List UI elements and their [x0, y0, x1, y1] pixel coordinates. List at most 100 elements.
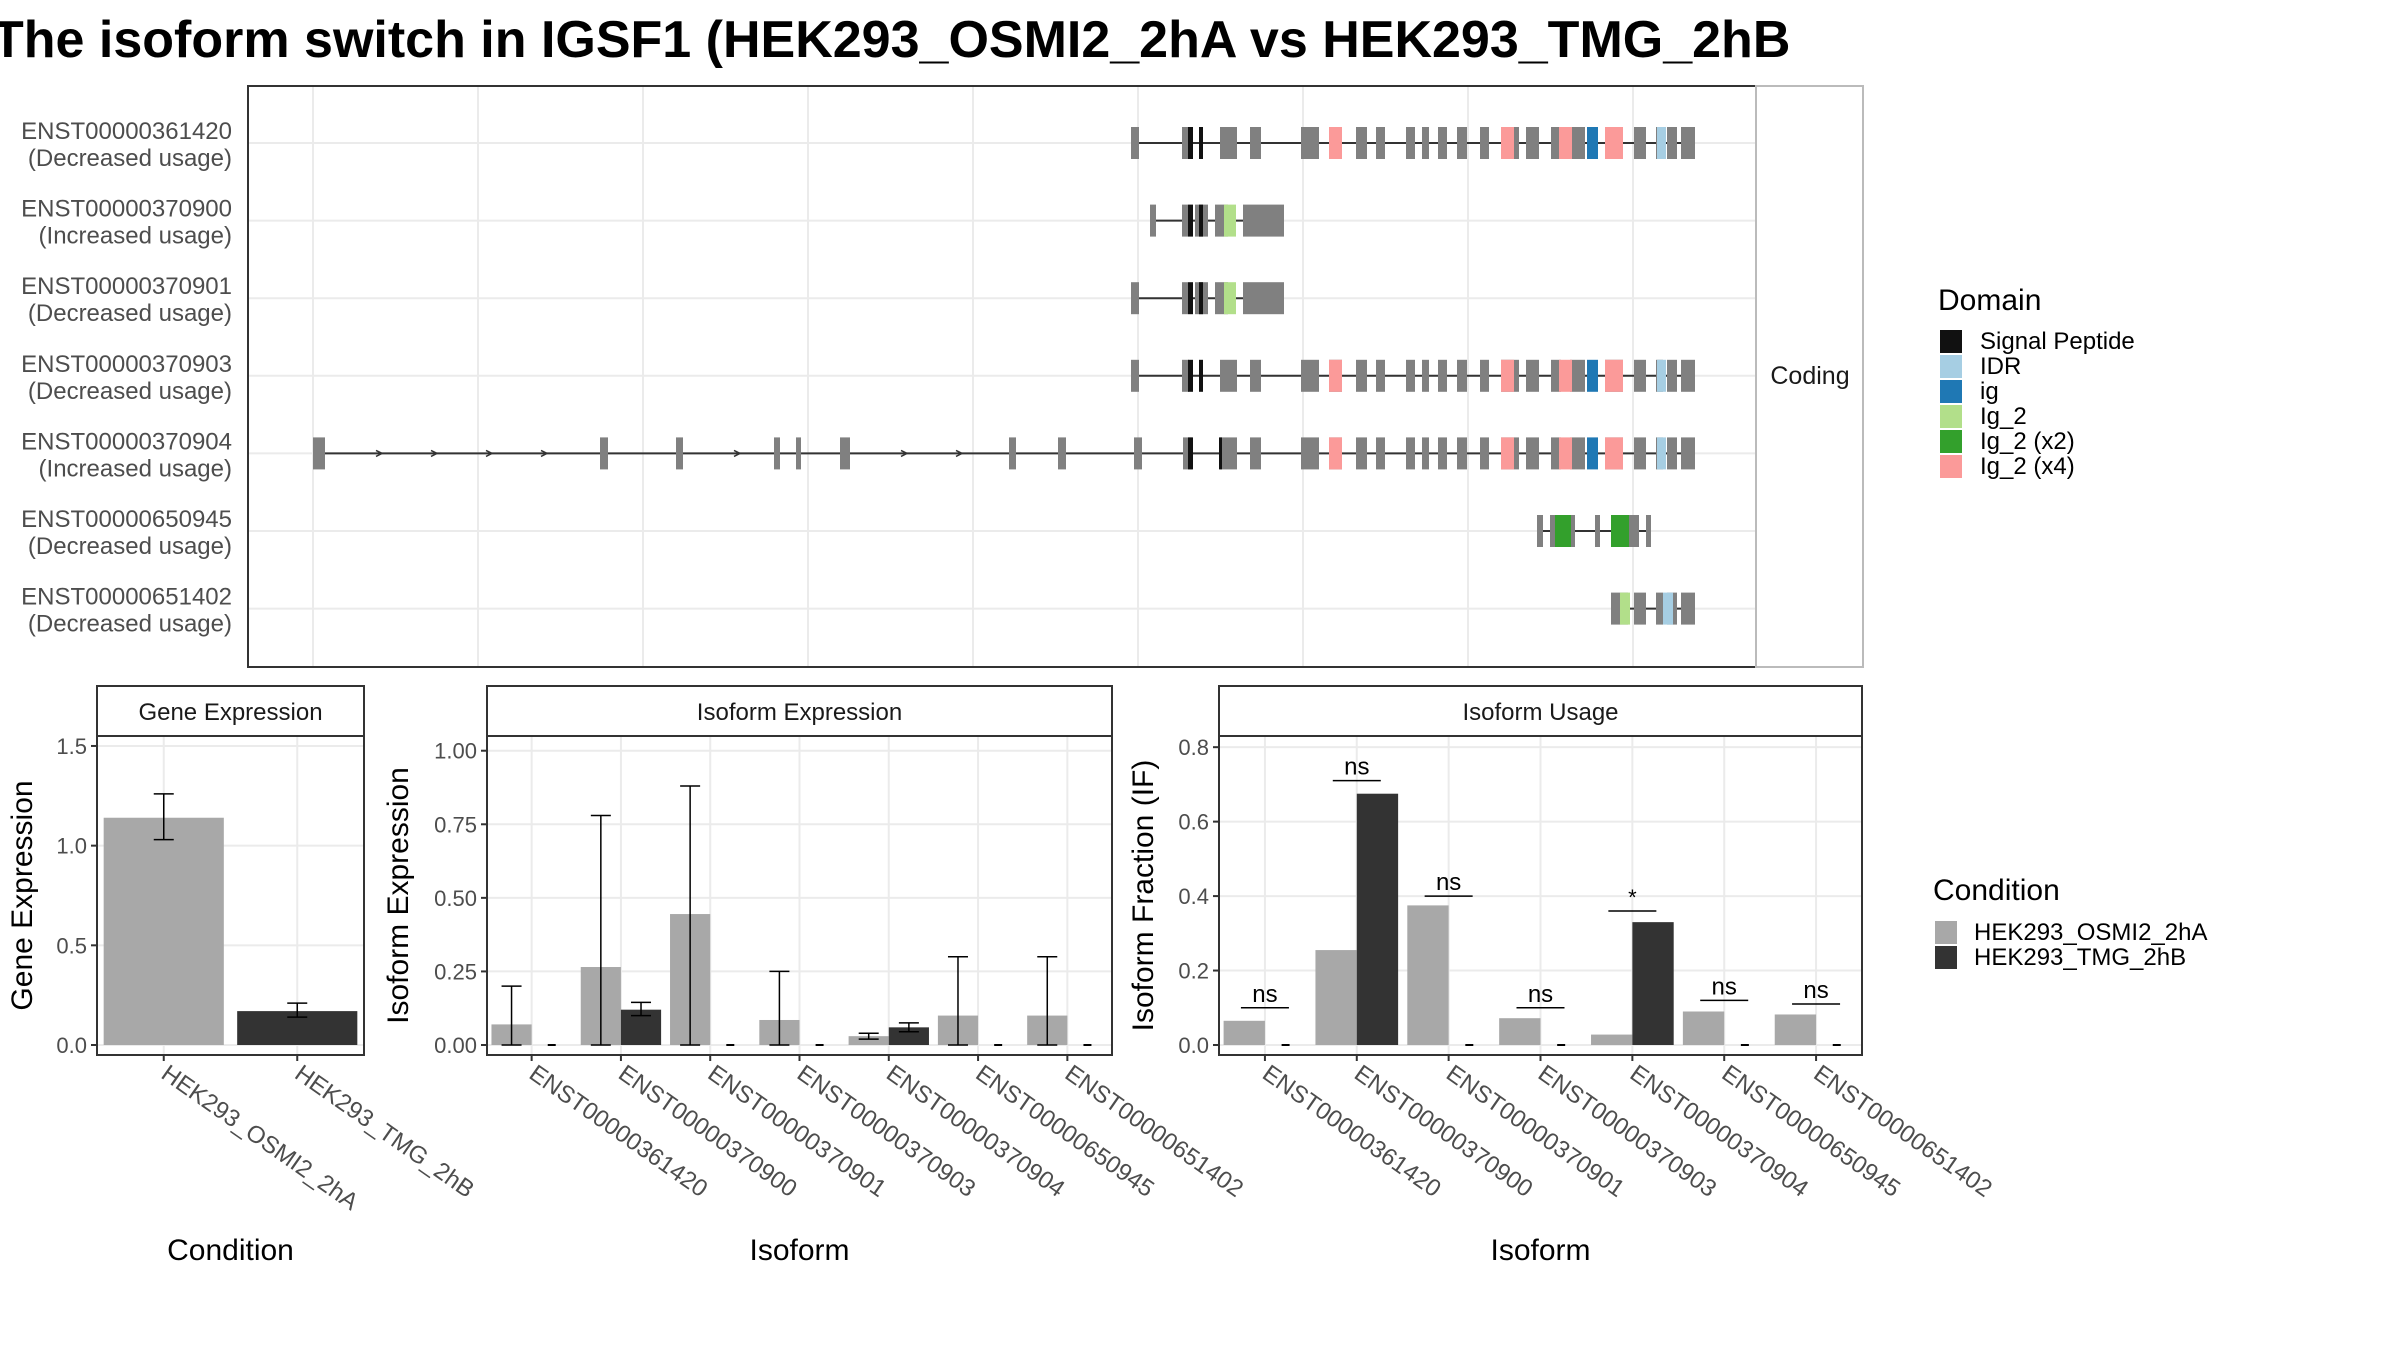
- y-tick-label: 0.0: [1178, 1033, 1209, 1058]
- isoform-id-label: ENST00000370904: [21, 428, 232, 455]
- isoform-id-label: ENST00000370901: [21, 273, 232, 300]
- condition-legend-label: HEK293_OSMI2_2hA: [1974, 919, 2207, 946]
- exon-block: [1406, 437, 1415, 470]
- domain-block: [1657, 359, 1666, 392]
- exon-block: [1131, 282, 1139, 315]
- exon-block: [1150, 204, 1156, 237]
- domain-legend-label: Ig_2: [1980, 403, 2027, 430]
- exon-block: [1376, 127, 1385, 159]
- exon-block: [1457, 437, 1467, 470]
- panel-strip: [96, 685, 365, 737]
- intron-direction-arrow: [375, 449, 384, 458]
- domain-block: [1587, 359, 1598, 392]
- exon-block: [1570, 437, 1585, 470]
- y-tick-label: 0.6: [1178, 810, 1209, 835]
- x-axis-title: Isoform: [1490, 1234, 1590, 1267]
- exon-block: [1422, 127, 1429, 159]
- domain-block: [1199, 282, 1203, 315]
- exon-block: [1457, 127, 1467, 159]
- exon-block: [840, 437, 850, 470]
- domain-block: [1501, 437, 1514, 470]
- plot-border: [96, 735, 365, 1056]
- facet-strip-coding: [1755, 85, 1864, 668]
- bar: [1632, 922, 1674, 1045]
- exon-block: [1537, 515, 1543, 547]
- domain-block: [1199, 204, 1203, 237]
- y-tick-label: 0.0: [56, 1033, 87, 1058]
- y-tick-label: 1.00: [434, 739, 477, 764]
- exon-block: [1263, 204, 1284, 237]
- exon-block: [1551, 437, 1561, 470]
- plot-border: [1218, 735, 1863, 1056]
- domain-block: [1188, 282, 1193, 315]
- domain-block: [1188, 127, 1193, 159]
- exon-block: [1131, 359, 1139, 392]
- intron-direction-arrow: [540, 449, 549, 458]
- condition-legend-title: Condition: [1933, 874, 2060, 907]
- intron-direction-arrow: [900, 449, 909, 458]
- exon-block: [1480, 437, 1489, 470]
- bar: [103, 817, 224, 1045]
- isoform-structure-panel: ENST00000361420(Decreased usage)ENST0000…: [21, 85, 1864, 668]
- exon-block: [796, 437, 801, 470]
- exon-block: [1422, 437, 1429, 470]
- exon-block: [1438, 437, 1447, 470]
- exon-block: [1243, 204, 1263, 237]
- exon-block: [1551, 127, 1561, 159]
- domain-block: [1188, 204, 1193, 237]
- y-axis-title: Gene Expression: [6, 780, 39, 1010]
- isoform-usage-label: (Decreased usage): [28, 300, 232, 327]
- exon-block: [1595, 515, 1600, 547]
- exon-block: [1422, 359, 1429, 392]
- isoform-id-label: ENST00000361420: [21, 118, 232, 145]
- condition-legend-swatch: [1935, 946, 1957, 969]
- domain-legend-label: Signal Peptide: [1980, 328, 2135, 355]
- y-tick-label: 0.4: [1178, 884, 1209, 909]
- exon-block: [774, 437, 780, 470]
- y-tick-label: 1.5: [56, 734, 87, 759]
- y-tick-label: 0.25: [434, 959, 477, 984]
- isoform-id-label: ENST00000651402: [21, 584, 232, 611]
- domain-legend-swatch: [1940, 355, 1962, 378]
- bar: [1407, 905, 1449, 1045]
- exon-block: [1131, 127, 1139, 159]
- page-title: The isoform switch in IGSF1 (HEK293_OSMI…: [0, 11, 1790, 69]
- exon-block: [1646, 515, 1651, 547]
- domain-block: [1620, 592, 1630, 625]
- exon-block: [1301, 127, 1319, 159]
- domain-block: [1605, 437, 1623, 470]
- exon-block: [1182, 204, 1188, 237]
- domain-legend-swatch: [1940, 430, 1962, 453]
- exon-block: [1182, 282, 1188, 315]
- domain-block: [1657, 437, 1666, 470]
- y-tick-label: 1.0: [56, 834, 87, 859]
- exon-block: [1526, 127, 1539, 159]
- exon-block: [1220, 359, 1237, 392]
- exon-block: [1058, 437, 1066, 470]
- exon-block: [1250, 127, 1261, 159]
- domain-legend-swatch: [1940, 380, 1962, 403]
- exon-block: [1634, 127, 1646, 159]
- domain-block: [1329, 359, 1342, 392]
- facet-label-coding: Coding: [1770, 362, 1849, 390]
- exon-block: [1438, 359, 1447, 392]
- exon-block: [1551, 359, 1561, 392]
- exon-block: [1438, 127, 1447, 159]
- significance-label: *: [1628, 885, 1637, 910]
- exon-block: [1301, 437, 1319, 470]
- exon-block: [1681, 127, 1695, 159]
- isoform-id-label: ENST00000650945: [21, 506, 232, 533]
- isoform-id-label: ENST00000370900: [21, 196, 232, 223]
- exon-block: [1376, 359, 1385, 392]
- y-tick-label: 0.8: [1178, 735, 1209, 760]
- isoform-usage-label: (Decreased usage): [28, 145, 232, 172]
- condition-legend-label: HEK293_TMG_2hB: [1974, 944, 2186, 971]
- domain-block: [1559, 359, 1572, 392]
- intron-direction-arrow: [430, 449, 439, 458]
- bar: [848, 1036, 889, 1045]
- intron-direction-arrow: [955, 449, 964, 458]
- domain-block: [1501, 127, 1514, 159]
- domain-legend-swatch: [1940, 455, 1962, 478]
- domain-block: [1501, 359, 1514, 392]
